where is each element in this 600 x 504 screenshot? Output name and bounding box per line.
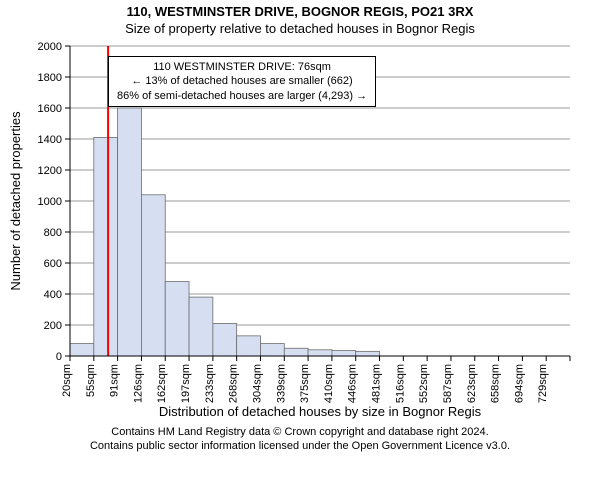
- svg-text:694sqm: 694sqm: [513, 364, 525, 403]
- svg-text:Number of detached properties: Number of detached properties: [8, 111, 23, 291]
- svg-text:623sqm: 623sqm: [466, 364, 478, 403]
- svg-text:1800: 1800: [38, 72, 62, 84]
- svg-text:Distribution of detached house: Distribution of detached houses by size …: [159, 404, 482, 419]
- chart-title-line1: 110, WESTMINSTER DRIVE, BOGNOR REGIS, PO…: [0, 4, 600, 19]
- svg-text:600: 600: [44, 258, 62, 270]
- svg-text:800: 800: [44, 227, 62, 239]
- svg-text:0: 0: [56, 351, 62, 363]
- svg-text:481sqm: 481sqm: [371, 364, 383, 403]
- svg-text:304sqm: 304sqm: [251, 364, 263, 403]
- info-box: 110 WESTMINSTER DRIVE: 76sqm ← 13% of de…: [108, 56, 376, 107]
- svg-text:516sqm: 516sqm: [394, 364, 406, 403]
- svg-text:658sqm: 658sqm: [490, 364, 502, 403]
- svg-text:197sqm: 197sqm: [180, 364, 192, 403]
- svg-text:162sqm: 162sqm: [156, 364, 168, 403]
- svg-text:55sqm: 55sqm: [85, 364, 97, 397]
- svg-text:339sqm: 339sqm: [275, 364, 287, 403]
- info-line-3: 86% of semi-detached houses are larger (…: [117, 89, 367, 103]
- svg-text:1600: 1600: [38, 103, 62, 115]
- svg-text:20sqm: 20sqm: [61, 364, 73, 397]
- svg-text:91sqm: 91sqm: [109, 364, 121, 397]
- svg-text:126sqm: 126sqm: [132, 364, 144, 403]
- svg-text:375sqm: 375sqm: [299, 364, 311, 403]
- svg-text:410sqm: 410sqm: [323, 364, 335, 403]
- svg-text:552sqm: 552sqm: [418, 364, 430, 403]
- svg-text:2000: 2000: [38, 41, 62, 53]
- footer-line-2: Contains public sector information licen…: [0, 440, 600, 454]
- info-line-2: ← 13% of detached houses are smaller (66…: [117, 74, 367, 88]
- svg-text:233sqm: 233sqm: [204, 364, 216, 403]
- info-line-1: 110 WESTMINSTER DRIVE: 76sqm: [117, 60, 367, 74]
- svg-text:200: 200: [44, 320, 62, 332]
- svg-text:400: 400: [44, 289, 62, 301]
- svg-text:1200: 1200: [38, 165, 62, 177]
- svg-text:587sqm: 587sqm: [442, 364, 454, 403]
- footer-line-1: Contains HM Land Registry data © Crown c…: [0, 426, 600, 440]
- svg-text:1000: 1000: [38, 196, 62, 208]
- svg-text:729sqm: 729sqm: [537, 364, 549, 403]
- svg-text:446sqm: 446sqm: [347, 364, 359, 403]
- svg-text:1400: 1400: [38, 134, 62, 146]
- svg-text:268sqm: 268sqm: [228, 364, 240, 403]
- chart-title-line2: Size of property relative to detached ho…: [0, 21, 600, 36]
